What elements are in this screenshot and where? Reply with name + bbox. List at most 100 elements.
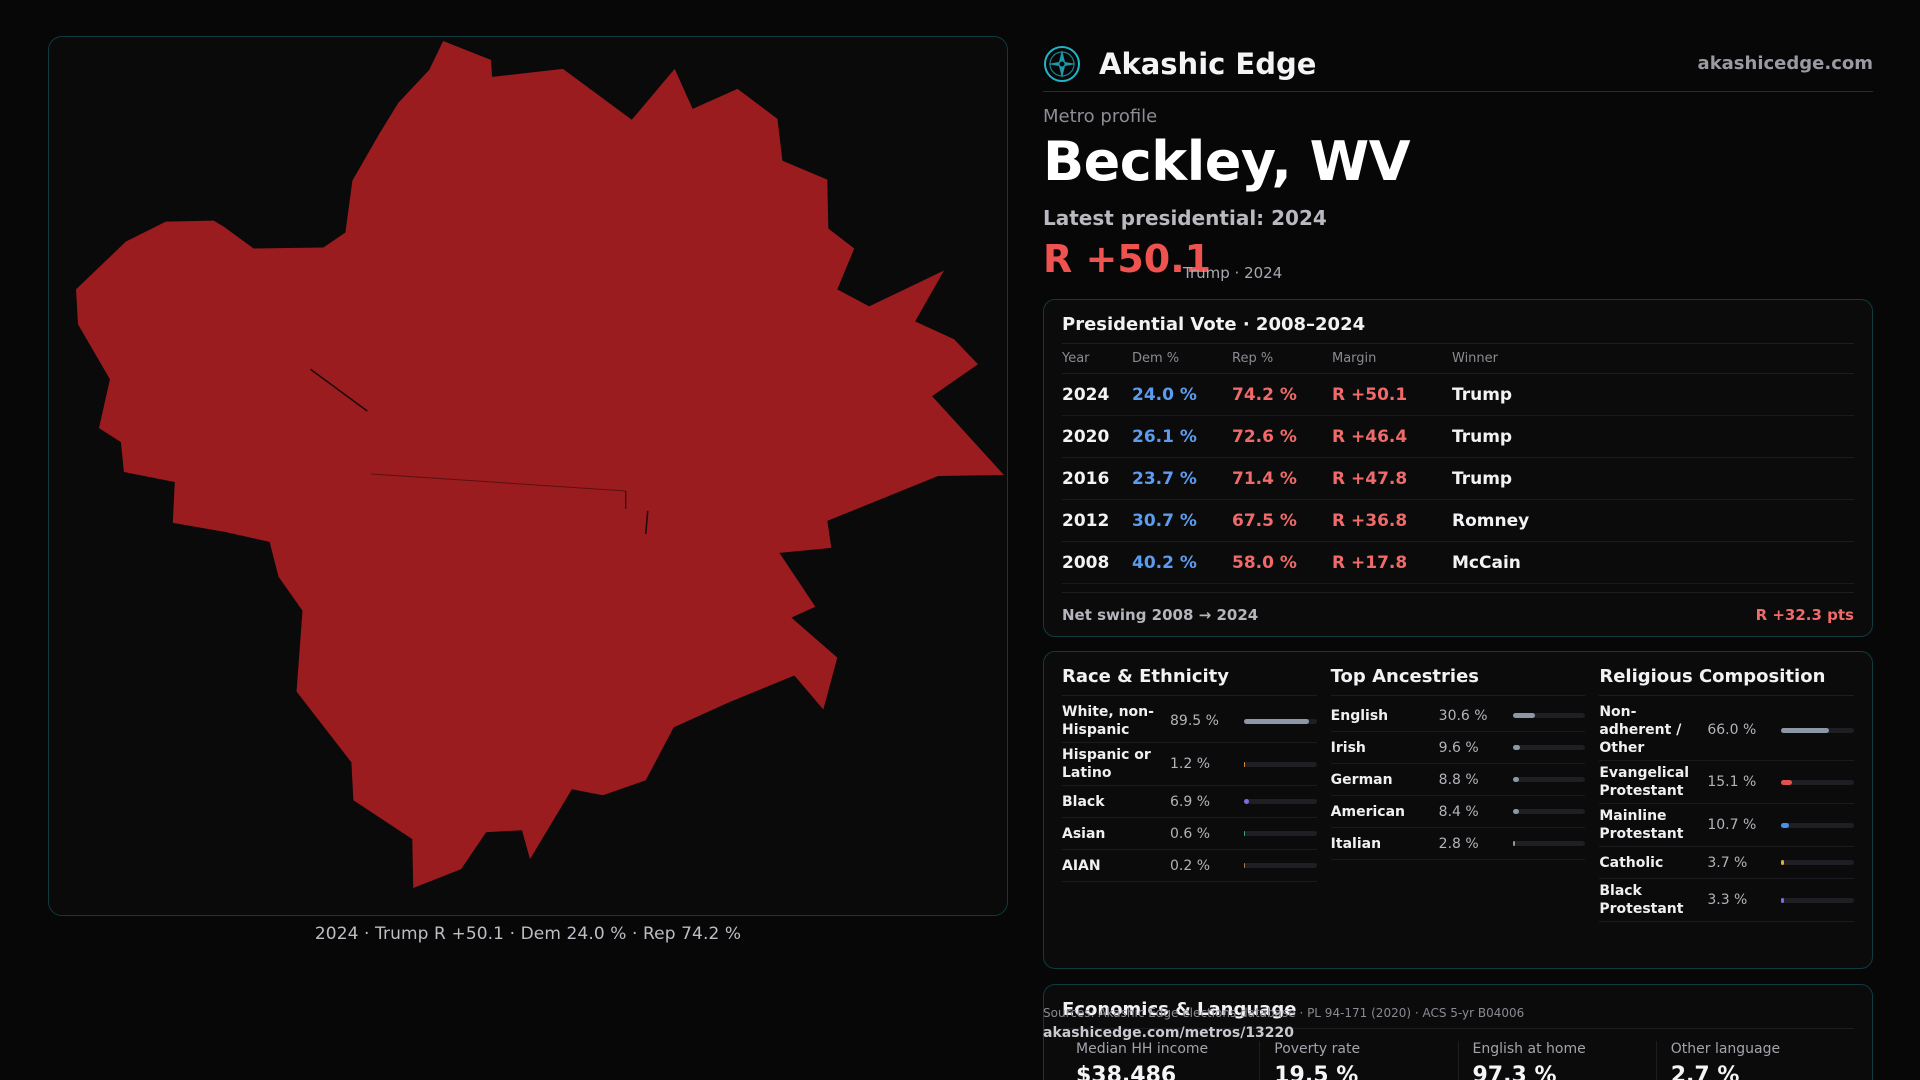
item-label: Non-adherent / Other (1599, 704, 1682, 756)
table-row: 2016 23.7 % 71.4 % R +47.8 Trump (1062, 458, 1854, 500)
item-label: White, non-Hispanic (1062, 704, 1154, 738)
list-item: Irish 9.6 % (1330, 732, 1586, 764)
card-title: Economics & Language (1062, 999, 1854, 1029)
stat-value: 97.3 % (1472, 1063, 1557, 1080)
table-row: 2020 26.1 % 72.6 % R +46.4 Trump (1062, 416, 1854, 458)
item-label: AIAN (1062, 857, 1101, 874)
cell-winner: Trump (1452, 468, 1513, 489)
cell-margin: R +36.8 (1332, 510, 1408, 531)
cell-dem: 30.7 % (1132, 510, 1197, 531)
share-bar (1512, 745, 1586, 750)
share-bar-fill (1512, 777, 1520, 782)
share-bar (1244, 761, 1317, 767)
stat-cell: English at home 97.3 % (1457, 1041, 1656, 1080)
column-header-winner: Winner (1452, 351, 1499, 366)
metro-map[interactable] (49, 37, 1007, 915)
stat-label: Other language (1670, 1041, 1781, 1057)
item-label: Black Protestant (1599, 883, 1684, 917)
item-value: 10.7 % (1707, 817, 1757, 833)
share-bar-fill (1512, 841, 1515, 846)
net-swing-value: R +32.3 pts (1755, 605, 1854, 624)
share-bar-fill (1244, 863, 1246, 868)
cell-dem: 23.7 % (1132, 468, 1197, 489)
item-value: 0.2 % (1170, 857, 1211, 874)
religious-composition-section: Religious Composition Non-adherent / Oth… (1599, 666, 1855, 954)
cell-dem: 40.2 % (1132, 552, 1197, 573)
map-caption: 2024 · Trump R +50.1 · Dem 24.0 % · Rep … (314, 924, 742, 944)
share-bar (1781, 860, 1855, 865)
page-eyebrow: Metro profile (1043, 106, 1158, 127)
page-title: Beckley, WV (1043, 130, 1411, 193)
item-value: 15.1 % (1707, 774, 1757, 790)
presidential-vote-card: Presidential Vote · 2008–2024 Year Dem %… (1043, 299, 1873, 637)
cell-winner: Romney (1452, 510, 1530, 531)
list-item: Black 6.9 % (1062, 786, 1317, 818)
share-bar (1512, 841, 1586, 846)
stat-value: 2.7 % (1670, 1063, 1740, 1080)
stat-cell: Other language 2.7 % (1655, 1041, 1854, 1080)
item-label: Black (1062, 793, 1105, 810)
compass-rose-icon[interactable] (1043, 45, 1081, 83)
race-ethnicity-section: Race & Ethnicity White, non-Hispanic 89.5… (1062, 666, 1317, 954)
share-bar (1244, 863, 1317, 868)
cell-winner: Trump (1452, 426, 1513, 447)
section-title: Top Ancestries (1330, 666, 1586, 696)
map-panel[interactable] (48, 36, 1008, 916)
table-row: 2008 40.2 % 58.0 % R +17.8 McCain (1062, 542, 1854, 584)
item-label: Hispanic or Latino (1062, 747, 1151, 781)
stat-value: $38,486 (1076, 1063, 1177, 1080)
share-bar-fill (1781, 860, 1785, 865)
page-subtitle: Latest presidential: 2024 (1043, 206, 1327, 230)
list-item: American 8.4 % (1330, 796, 1586, 828)
item-value: 66.0 % (1707, 722, 1757, 738)
brand-name[interactable]: Akashic Edge (1099, 46, 1317, 81)
item-label: English (1330, 707, 1389, 724)
county-shape[interactable] (76, 40, 1004, 889)
item-label: Evangelical Protestant (1599, 765, 1690, 799)
stat-cell: Poverty rate 19.5 % (1259, 1041, 1457, 1080)
stat-cell: Median HH income $38,486 (1062, 1041, 1259, 1080)
cell-rep: 74.2 % (1232, 384, 1297, 405)
list-item: Black Protestant 3.3 % (1599, 879, 1855, 922)
cell-margin: R +47.8 (1332, 468, 1408, 489)
item-value: 8.8 % (1438, 771, 1479, 788)
item-label: Irish (1330, 739, 1366, 756)
cell-winner: Trump (1452, 384, 1513, 405)
source-url-link[interactable]: akashicedge.com/metros/13220 (1043, 1025, 1295, 1041)
share-bar-fill (1781, 727, 1830, 733)
item-value: 3.3 % (1707, 892, 1748, 908)
list-item: Asian 0.6 % (1062, 818, 1317, 850)
item-value: 3.7 % (1707, 854, 1748, 871)
table-row: 2012 30.7 % 67.5 % R +36.8 Romney (1062, 500, 1854, 542)
item-label: Mainline Protestant (1599, 808, 1684, 842)
item-value: 2.8 % (1438, 835, 1479, 852)
list-item: Italian 2.8 % (1330, 828, 1586, 860)
list-item: AIAN 0.2 % (1062, 850, 1317, 882)
stat-label: Poverty rate (1274, 1041, 1361, 1057)
share-bar-fill (1244, 831, 1246, 836)
brand-url-link[interactable]: akashicedge.com (1697, 53, 1873, 74)
list-item: English 30.6 % (1330, 700, 1586, 732)
list-item: Hispanic or Latino 1.2 % (1062, 743, 1317, 786)
share-bar (1781, 822, 1855, 828)
item-value: 0.6 % (1170, 825, 1211, 842)
item-label: Italian (1330, 835, 1382, 852)
county-border (371, 473, 626, 492)
net-swing-label: Net swing 2008 → 2024 (1062, 605, 1259, 624)
item-label: Catholic (1599, 854, 1664, 871)
cell-year: 2024 (1062, 384, 1110, 405)
section-title: Race & Ethnicity (1062, 666, 1317, 696)
item-value: 9.6 % (1438, 739, 1479, 756)
list-item: Evangelical Protestant 15.1 % (1599, 761, 1855, 804)
list-item: White, non-Hispanic 89.5 % (1062, 700, 1317, 743)
share-bar-fill (1512, 745, 1520, 750)
stat-label: English at home (1472, 1041, 1586, 1057)
stat-label: Median HH income (1076, 1041, 1209, 1057)
share-bar (1781, 727, 1855, 733)
item-value: 6.9 % (1170, 793, 1211, 810)
list-item: Mainline Protestant 10.7 % (1599, 804, 1855, 847)
share-bar (1244, 799, 1317, 804)
share-bar-fill (1512, 809, 1519, 814)
latest-margin-note: Trump · 2024 (1183, 264, 1283, 282)
cell-margin: R +50.1 (1332, 384, 1408, 405)
